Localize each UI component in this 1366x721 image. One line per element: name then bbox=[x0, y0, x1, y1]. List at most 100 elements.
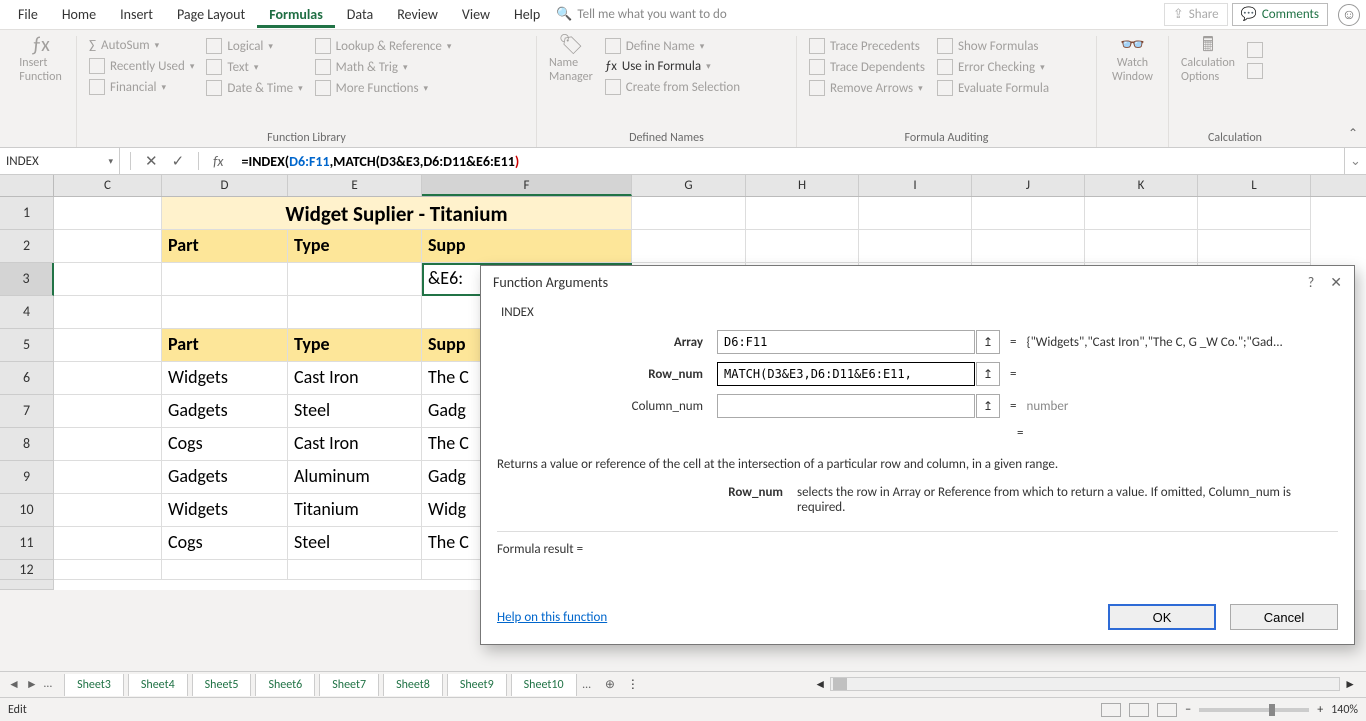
cancel-formula-icon[interactable]: ✕ bbox=[145, 152, 158, 171]
cell-E10[interactable]: Titanium bbox=[288, 494, 422, 527]
cell-C11[interactable] bbox=[54, 527, 162, 560]
sheet-tab-sheet9[interactable]: Sheet9 bbox=[447, 674, 507, 696]
create-selection-button[interactable]: Create from Selection bbox=[605, 79, 740, 95]
cell-G1[interactable] bbox=[632, 197, 746, 230]
date-time-button[interactable]: Date & Time▾ bbox=[206, 80, 302, 96]
column-header-G[interactable]: G bbox=[632, 175, 746, 196]
view-pagebreak-icon[interactable] bbox=[1157, 703, 1177, 717]
cell-C1[interactable] bbox=[54, 197, 162, 230]
watch-window-button[interactable]: 👓 Watch Window bbox=[1103, 36, 1162, 86]
cell-C8[interactable] bbox=[54, 428, 162, 461]
row-header-7[interactable]: 7 bbox=[0, 395, 54, 428]
tab-nav-prev-icon[interactable]: ◄ bbox=[8, 677, 20, 692]
tell-me-search[interactable]: 🔍 Tell me what you want to do bbox=[556, 7, 727, 22]
cell-D8[interactable]: Cogs bbox=[162, 428, 288, 461]
cell-D5[interactable]: Part bbox=[162, 329, 288, 362]
cell-H2[interactable] bbox=[746, 230, 859, 263]
cell-E9[interactable]: Aluminum bbox=[288, 461, 422, 494]
trace-precedents-button[interactable]: Trace Precedents bbox=[809, 38, 925, 54]
menu-review[interactable]: Review bbox=[385, 1, 450, 28]
feedback-smiley-icon[interactable]: ☺ bbox=[1338, 4, 1360, 26]
calc-sheet-icon[interactable] bbox=[1247, 63, 1263, 79]
lookup-ref-button[interactable]: Lookup & Reference▾ bbox=[315, 38, 452, 54]
zoom-in-icon[interactable]: + bbox=[1317, 703, 1323, 717]
fx-icon[interactable]: fx bbox=[213, 153, 223, 170]
error-checking-button[interactable]: Error Checking▾ bbox=[937, 59, 1049, 75]
sheet-tab-sheet10[interactable]: Sheet10 bbox=[511, 674, 577, 696]
sheet-tab-sheet5[interactable]: Sheet5 bbox=[192, 674, 252, 696]
cell-C4[interactable] bbox=[54, 296, 162, 329]
cell-C7[interactable] bbox=[54, 395, 162, 428]
insert-function-button[interactable]: ƒx Insert Function bbox=[11, 36, 70, 86]
name-box-dropdown-icon[interactable]: ▾ bbox=[108, 156, 113, 167]
arg-collapse-array[interactable]: ↥ bbox=[976, 330, 1000, 354]
tab-splitter[interactable]: ⋮ bbox=[623, 677, 643, 692]
column-header-L[interactable]: L bbox=[1198, 175, 1311, 196]
row-header-10[interactable]: 10 bbox=[0, 494, 54, 527]
calculation-options-button[interactable]: 🖩 Calculation Options bbox=[1175, 36, 1241, 86]
cell-E2[interactable]: Type bbox=[288, 230, 422, 263]
row-header-2[interactable]: 2 bbox=[0, 230, 54, 263]
remove-arrows-button[interactable]: Remove Arrows▾ bbox=[809, 80, 925, 96]
cell-C12[interactable] bbox=[54, 560, 162, 580]
row-header-3[interactable]: 3 bbox=[0, 263, 54, 296]
cell-C6[interactable] bbox=[54, 362, 162, 395]
cell-E7[interactable]: Steel bbox=[288, 395, 422, 428]
math-trig-button[interactable]: Math & Trig▾ bbox=[315, 59, 452, 75]
menu-view[interactable]: View bbox=[450, 1, 502, 28]
cell-J2[interactable] bbox=[972, 230, 1085, 263]
sheet-tab-sheet4[interactable]: Sheet4 bbox=[128, 674, 188, 696]
recently-used-button[interactable]: Recently Used▾ bbox=[89, 58, 194, 74]
menu-formulas[interactable]: Formulas bbox=[257, 1, 335, 28]
view-pagelayout-icon[interactable] bbox=[1129, 703, 1149, 717]
cell-E6[interactable]: Cast Iron bbox=[288, 362, 422, 395]
cell-D11[interactable]: Cogs bbox=[162, 527, 288, 560]
menu-help[interactable]: Help bbox=[502, 1, 552, 28]
row-header-1[interactable]: 1 bbox=[0, 197, 54, 230]
column-header-J[interactable]: J bbox=[972, 175, 1085, 196]
cell-E4[interactable] bbox=[288, 296, 422, 329]
collapse-ribbon-icon[interactable]: ⌃ bbox=[1348, 126, 1358, 141]
menu-insert[interactable]: Insert bbox=[108, 1, 165, 28]
cell-D12[interactable] bbox=[162, 560, 288, 580]
row-header-5[interactable]: 5 bbox=[0, 329, 54, 362]
cell-G2[interactable] bbox=[632, 230, 746, 263]
financial-button[interactable]: Financial▾ bbox=[89, 79, 194, 95]
column-header-F[interactable]: F bbox=[422, 175, 632, 196]
cell-L2[interactable] bbox=[1198, 230, 1311, 263]
calc-now-icon[interactable] bbox=[1247, 42, 1263, 58]
sheet-tab-sheet8[interactable]: Sheet8 bbox=[383, 674, 443, 696]
dialog-help-icon[interactable]: ? bbox=[1308, 274, 1315, 291]
column-header-I[interactable]: I bbox=[859, 175, 972, 196]
row-header-13[interactable] bbox=[0, 580, 54, 590]
row-header-6[interactable]: 6 bbox=[0, 362, 54, 395]
help-link[interactable]: Help on this function bbox=[497, 610, 607, 625]
cell-I2[interactable] bbox=[859, 230, 972, 263]
arg-input-colnum[interactable] bbox=[717, 394, 975, 418]
menu-page-layout[interactable]: Page Layout bbox=[165, 1, 257, 28]
row-header-12[interactable]: 12 bbox=[0, 560, 54, 580]
cell-D9[interactable]: Gadgets bbox=[162, 461, 288, 494]
new-sheet-button[interactable]: ⊕ bbox=[597, 675, 623, 694]
dialog-titlebar[interactable]: Function Arguments ? ✕ bbox=[481, 266, 1354, 299]
use-in-formula-button[interactable]: ƒxUse in Formula▾ bbox=[605, 59, 740, 74]
trace-dependents-button[interactable]: Trace Dependents bbox=[809, 59, 925, 75]
cell-E8[interactable]: Cast Iron bbox=[288, 428, 422, 461]
cell-J1[interactable] bbox=[972, 197, 1085, 230]
zoom-out-icon[interactable]: − bbox=[1185, 703, 1191, 717]
menu-file[interactable]: File bbox=[6, 1, 50, 28]
sheet-tab-sheet7[interactable]: Sheet7 bbox=[319, 674, 379, 696]
cell-C9[interactable] bbox=[54, 461, 162, 494]
view-normal-icon[interactable] bbox=[1101, 703, 1121, 717]
tab-nav-overflow-icon[interactable]: … bbox=[577, 678, 597, 692]
arg-collapse-rownum[interactable]: ↥ bbox=[976, 362, 1000, 386]
text-button[interactable]: Text▾ bbox=[206, 59, 302, 75]
expand-formula-bar-icon[interactable]: ⌄ bbox=[1344, 148, 1366, 174]
arg-input-rownum[interactable] bbox=[717, 362, 975, 386]
cell-D2[interactable]: Part bbox=[162, 230, 288, 263]
formula-input[interactable]: =INDEX(D6:F11,MATCH(D3&E3,D6:D11&E6:E11) bbox=[234, 148, 1345, 174]
cell-E11[interactable]: Steel bbox=[288, 527, 422, 560]
show-formulas-button[interactable]: Show Formulas bbox=[937, 38, 1049, 54]
cell-C2[interactable] bbox=[54, 230, 162, 263]
cell-D6[interactable]: Widgets bbox=[162, 362, 288, 395]
